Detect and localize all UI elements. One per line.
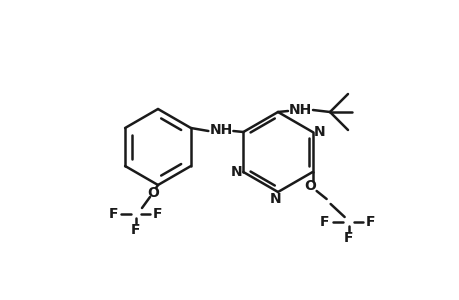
Text: N: N: [230, 165, 241, 179]
Text: F: F: [153, 207, 162, 221]
Text: NH: NH: [209, 123, 232, 137]
Text: N: N: [269, 192, 281, 206]
Text: NH: NH: [288, 103, 311, 117]
Text: O: O: [147, 186, 159, 200]
Text: N: N: [313, 125, 325, 139]
Text: O: O: [304, 179, 316, 193]
Text: F: F: [365, 215, 375, 229]
Text: F: F: [319, 215, 329, 229]
Text: F: F: [109, 207, 118, 221]
Text: F: F: [343, 231, 353, 245]
Text: F: F: [131, 223, 140, 237]
